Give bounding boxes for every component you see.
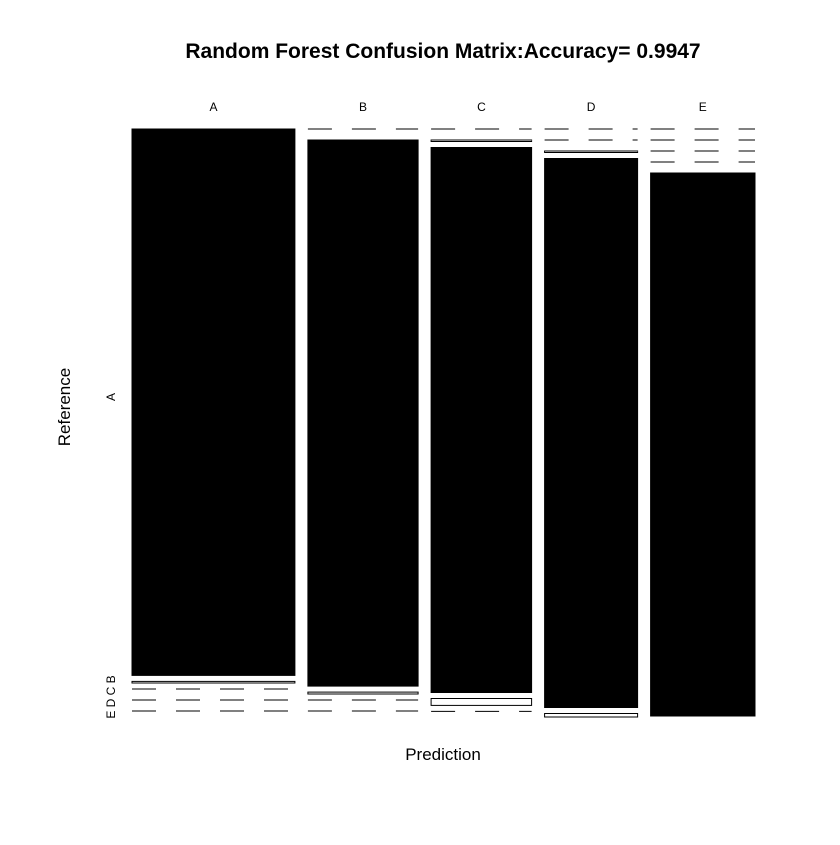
y-tick-label-bottom: E D C B bbox=[104, 675, 118, 718]
mosaic-cells bbox=[131, 128, 756, 718]
cell-d-c bbox=[430, 698, 533, 706]
cell-b-b bbox=[307, 139, 419, 687]
cell-c-d bbox=[544, 150, 639, 153]
cell-a-a bbox=[131, 128, 296, 676]
cell-b-a bbox=[131, 680, 296, 684]
x-tick-label-c: C bbox=[477, 100, 486, 114]
chart-title: Random Forest Confusion Matrix:Accuracy=… bbox=[185, 40, 700, 63]
cell-d-d bbox=[544, 158, 639, 708]
cell-c-c bbox=[430, 147, 533, 693]
cell-b-c bbox=[430, 139, 533, 142]
x-tick-label-e: E bbox=[699, 100, 707, 114]
cell-e-d bbox=[544, 713, 639, 718]
cell-c-b bbox=[307, 691, 419, 695]
cell-e-e bbox=[650, 172, 756, 717]
x-tick-label-d: D bbox=[587, 100, 596, 114]
x-tick-label-a: A bbox=[209, 100, 217, 114]
x-tick-label-b: B bbox=[359, 100, 367, 114]
y-tick-label-top: A bbox=[104, 393, 118, 401]
y-axis-label: Reference bbox=[55, 368, 74, 446]
x-axis-label: Prediction bbox=[405, 745, 481, 764]
x-tick-labels: A B C D E bbox=[209, 100, 706, 114]
